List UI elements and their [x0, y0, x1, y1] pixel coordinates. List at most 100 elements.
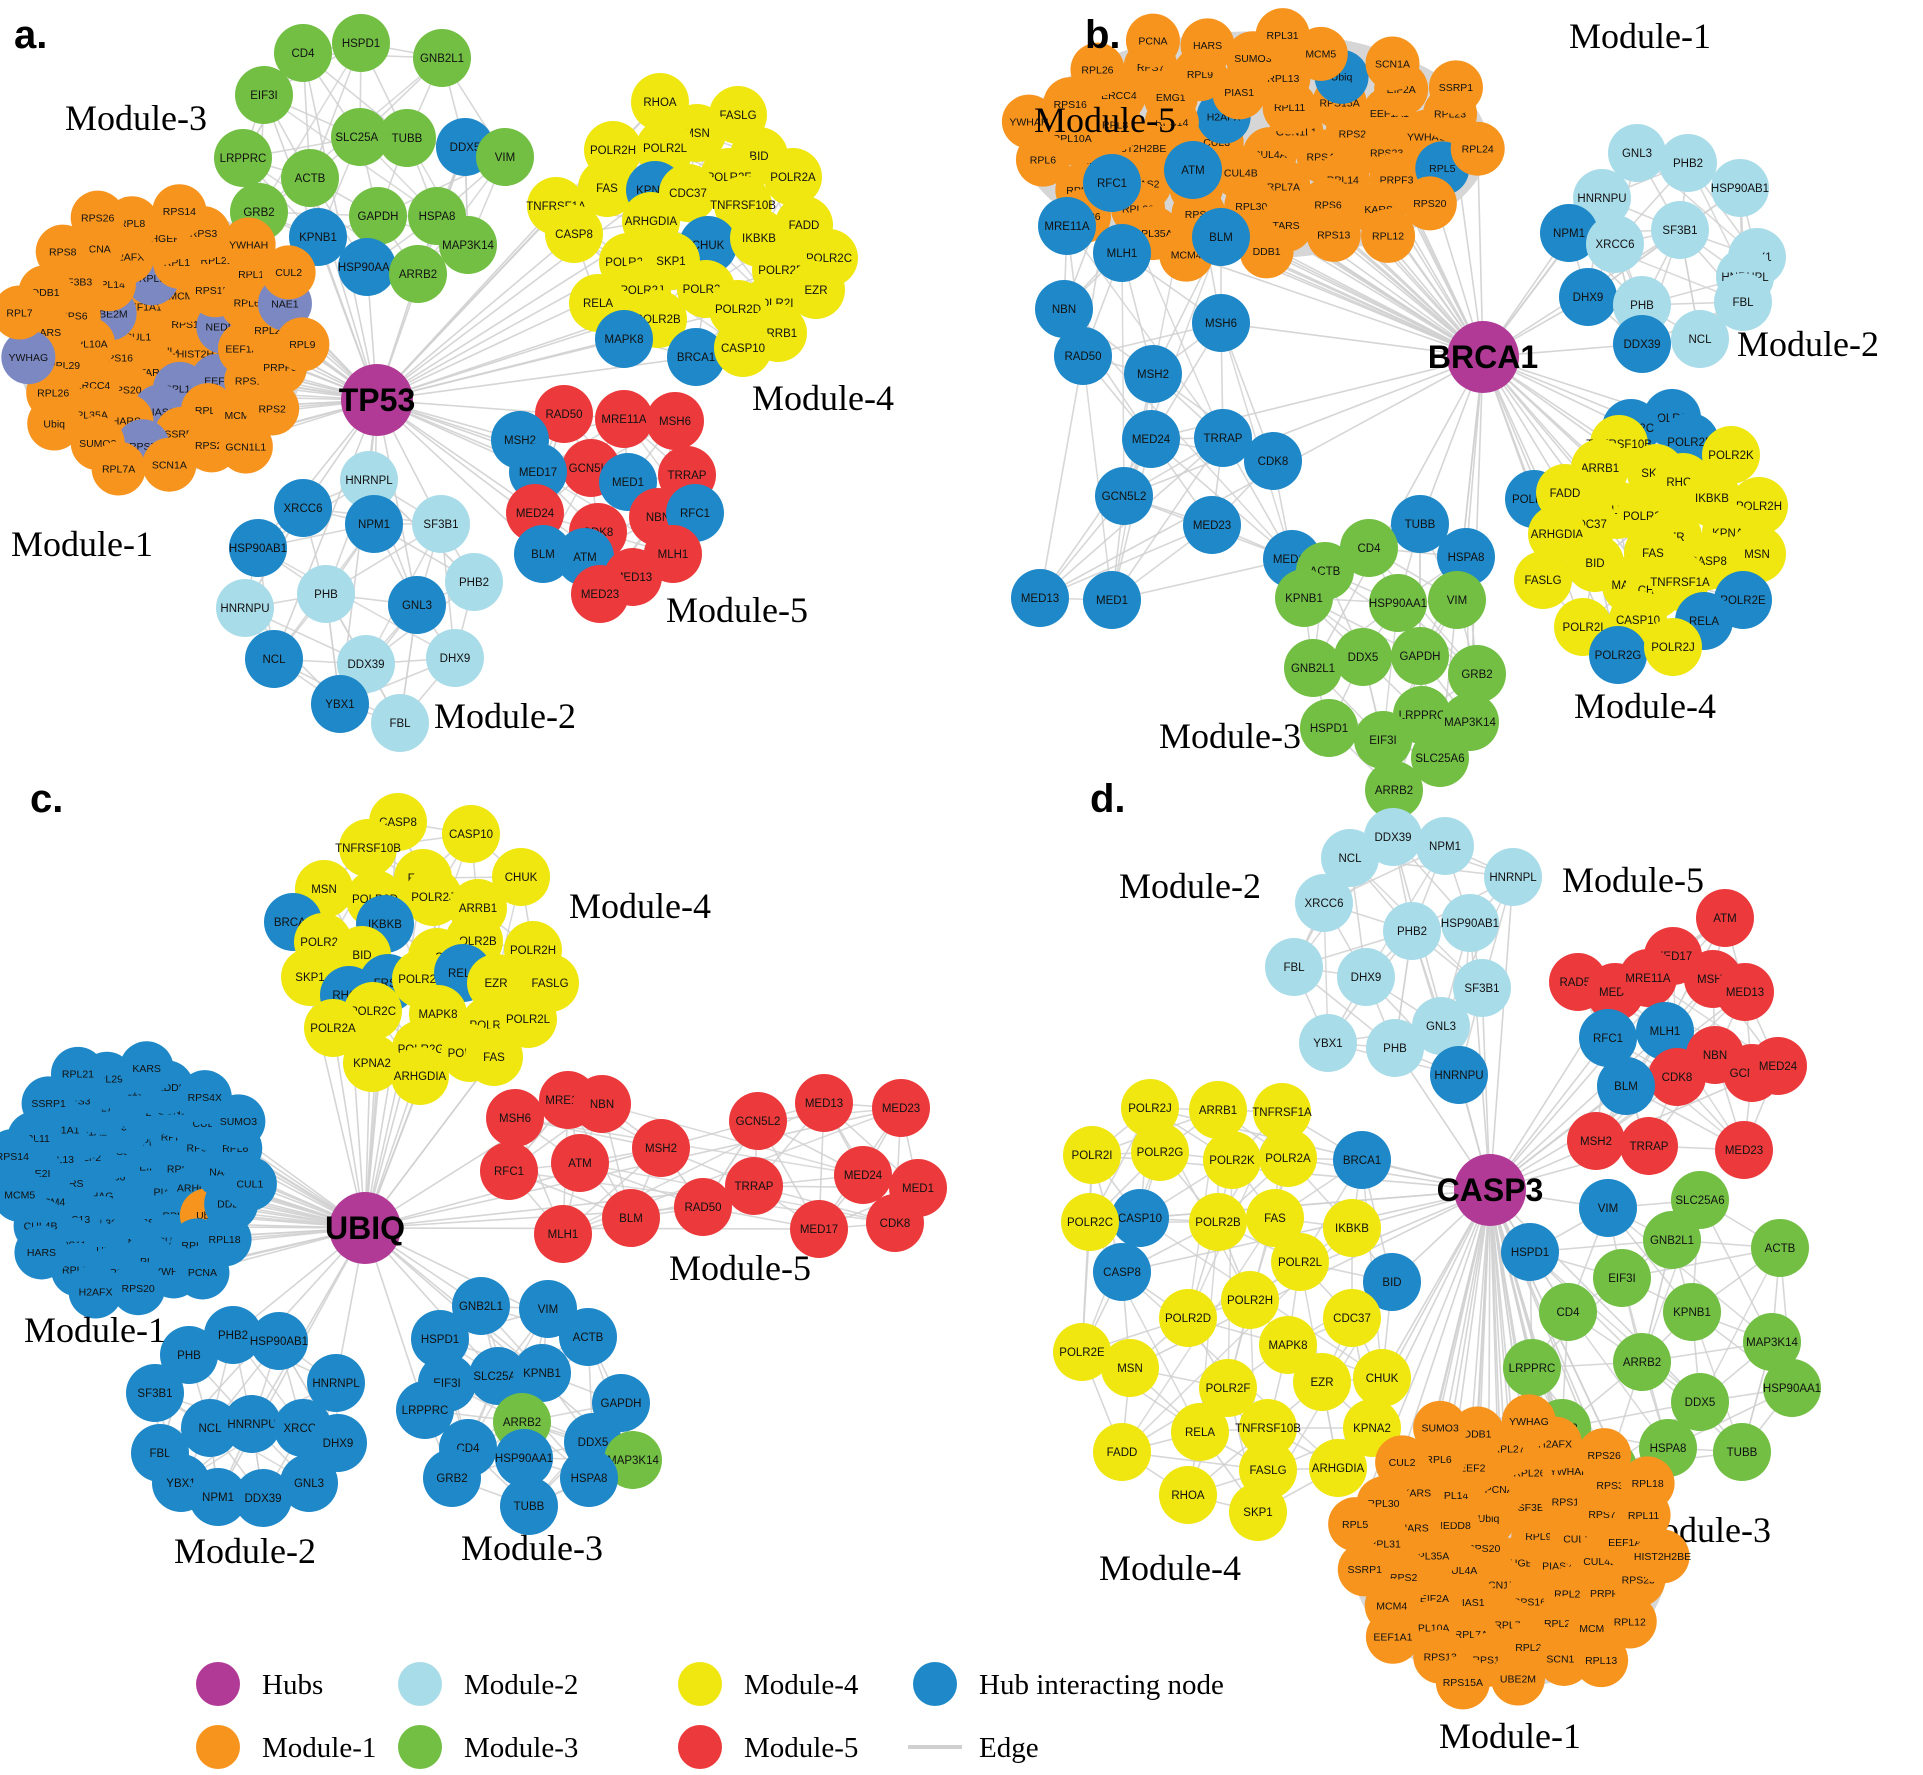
- node-label: ARRB2: [1623, 1357, 1661, 1369]
- node-label: EZR: [1311, 1377, 1334, 1389]
- node-label: GAPDH: [358, 211, 399, 223]
- node-label: IKBKB: [742, 233, 776, 245]
- node-blm: BLM: [602, 1189, 660, 1247]
- node-circle: [1300, 699, 1358, 757]
- node-circle: [423, 1449, 481, 1507]
- module-name-label: Module-2: [1119, 866, 1261, 906]
- node-label: POLR2L: [506, 1014, 551, 1026]
- node-circle: [68, 1264, 123, 1319]
- node-label: FASLG: [719, 110, 756, 122]
- node-label: Ubiq: [1478, 1513, 1500, 1525]
- node-tnfrsf10b: TNFRSF10B: [1235, 1399, 1301, 1457]
- module-name-label: Module-1: [1439, 1716, 1581, 1756]
- node-hsp90aa1: HSP90AA1: [1763, 1359, 1821, 1417]
- node-cul2: CUL2: [1375, 1435, 1430, 1490]
- node-circle: [261, 245, 316, 300]
- node-cd4: CD4: [1340, 519, 1398, 577]
- node-label: POLR2C: [1067, 1217, 1113, 1229]
- node-circle: [1763, 1359, 1821, 1417]
- node-circle: [1001, 94, 1056, 149]
- hub-casp3: CASP3: [1437, 1154, 1543, 1226]
- node-label: MSH2: [1580, 1136, 1612, 1148]
- node-dhx9: DHX9: [426, 629, 484, 687]
- node-label: GRB2: [243, 207, 274, 219]
- node-label: MED24: [1132, 434, 1171, 446]
- node-label: CDK8: [880, 1218, 911, 1230]
- node-phb2: PHB2: [1659, 134, 1717, 192]
- node-label: RHOA: [643, 97, 677, 109]
- node-circle: [1011, 569, 1069, 627]
- node-label: MED23: [882, 1103, 920, 1115]
- node-kpnb1: KPNB1: [1663, 1283, 1721, 1341]
- module-name-label: Module-2: [174, 1531, 316, 1571]
- node-label: RPS26: [81, 212, 114, 224]
- node-sf3b1: SF3B1: [126, 1364, 184, 1422]
- node-label: RFC1: [680, 508, 710, 520]
- node-label: DHX9: [1351, 972, 1382, 984]
- node-vim: VIM: [1428, 571, 1486, 629]
- node-rpl24: RPL24: [1450, 121, 1505, 176]
- node-cd4: CD4: [274, 24, 332, 82]
- node-label: GAPDH: [601, 1398, 642, 1410]
- node-fas: FAS: [1246, 1189, 1304, 1247]
- node-circle: [0, 1129, 40, 1184]
- node-circle: [223, 1395, 281, 1453]
- node-label: ARRB2: [399, 269, 437, 281]
- node-fadd: FADD: [1093, 1423, 1151, 1481]
- node-label: RPL24: [1462, 144, 1494, 156]
- node-eif3i: EIF3I: [235, 66, 293, 124]
- node-label: POLR2E: [1059, 1347, 1105, 1359]
- node-rpl7a: RPL7A: [91, 441, 146, 496]
- node-fbl: FBL: [1265, 938, 1323, 996]
- node-circle: [1383, 902, 1441, 960]
- node-ddb1: DDB1: [1239, 224, 1294, 279]
- node-circle: [1696, 889, 1754, 947]
- node-cdk8: CDK8: [1648, 1048, 1706, 1106]
- node-label: LRPPRC: [1399, 710, 1446, 722]
- node-map3k14: MAP3K14: [1743, 1313, 1801, 1371]
- node-hnrnpl: HNRNPL: [307, 1354, 365, 1412]
- node-circle: [1366, 1019, 1424, 1077]
- node-label: POLR2F: [1206, 1383, 1251, 1395]
- node-circle: [1353, 1349, 1411, 1407]
- edge: [601, 1103, 864, 1176]
- node-blm: BLM: [1192, 208, 1250, 266]
- legend-item-module-1: Module-1: [196, 1725, 376, 1769]
- node-phb2: PHB2: [445, 553, 503, 611]
- node-msh2: MSH2: [1124, 345, 1182, 403]
- node-label: RELA: [583, 298, 613, 310]
- node-label: POLR2K: [1708, 450, 1754, 462]
- legend-item-module-2: Module-2: [398, 1662, 578, 1706]
- node-label: SKP1: [656, 256, 685, 268]
- node-label: RPL31: [1267, 30, 1299, 42]
- node-label: GRB2: [1461, 669, 1492, 681]
- node-circle: [1061, 1193, 1119, 1251]
- node-circle: [111, 1261, 166, 1316]
- node-circle: [1728, 525, 1786, 583]
- node-label: ARRB2: [503, 1417, 541, 1429]
- node-circle: [1579, 1179, 1637, 1237]
- node-circle: [1713, 1423, 1771, 1481]
- node-h2afx: H2AFX: [68, 1264, 123, 1319]
- hub-label: TP53: [339, 382, 415, 418]
- node-label: NCL: [1688, 334, 1712, 346]
- edge: [1039, 355, 1084, 599]
- node-pcna: PCNA: [1125, 13, 1180, 68]
- node-label: HSP90AB1: [250, 1336, 308, 1348]
- node-circle: [872, 1079, 930, 1137]
- node-circle: [1715, 1121, 1773, 1179]
- node-label: MED13: [1021, 593, 1059, 605]
- module-name-label: Module-5: [669, 1248, 811, 1288]
- node-label: SF3B1: [137, 1388, 172, 1400]
- node-label: RELA: [1689, 616, 1719, 628]
- legend-swatch: [678, 1662, 722, 1706]
- node-label: KPNB1: [1285, 593, 1323, 605]
- node-label: DDX5: [450, 142, 481, 154]
- node-circle: [1651, 201, 1709, 259]
- node-circle: [1340, 519, 1398, 577]
- node-circle: [535, 385, 593, 443]
- node-label: BLM: [1209, 232, 1233, 244]
- node-label: MSH6: [659, 416, 691, 428]
- node-circle: [1567, 1112, 1625, 1170]
